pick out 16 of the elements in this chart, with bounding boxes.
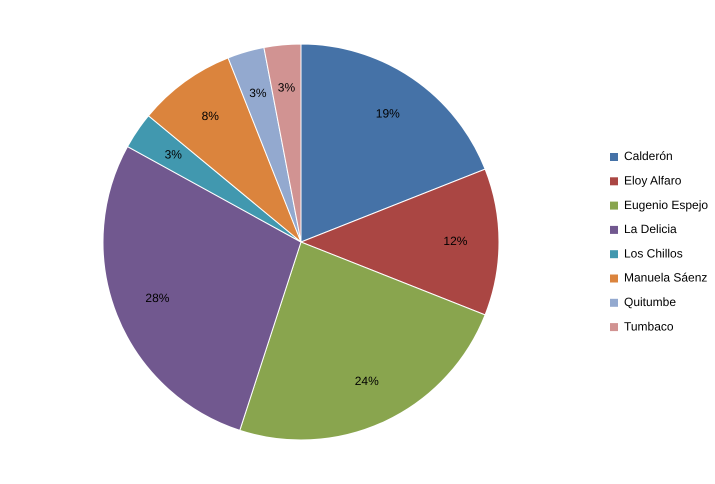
legend-label: Manuela Sáenz [624,270,708,285]
data-label: 3% [164,147,182,162]
legend-label: Los Chillos [624,246,683,260]
legend-label: La Delicia [624,222,678,236]
data-label: 8% [202,109,220,124]
data-label: 3% [249,86,267,100]
data-label: 28% [145,291,170,306]
legend-label: Tumbaco [624,319,674,334]
data-label: 24% [354,374,380,388]
legend-label: Calderón [624,149,673,164]
data-label: 12% [443,234,468,248]
legend-label: Quitumbe [624,294,676,309]
data-label: 19% [376,106,400,120]
legend-label: Eugenio Espejo [624,198,708,212]
legend-label: Eloy Alfaro [624,173,682,188]
data-label: 3% [278,80,296,94]
